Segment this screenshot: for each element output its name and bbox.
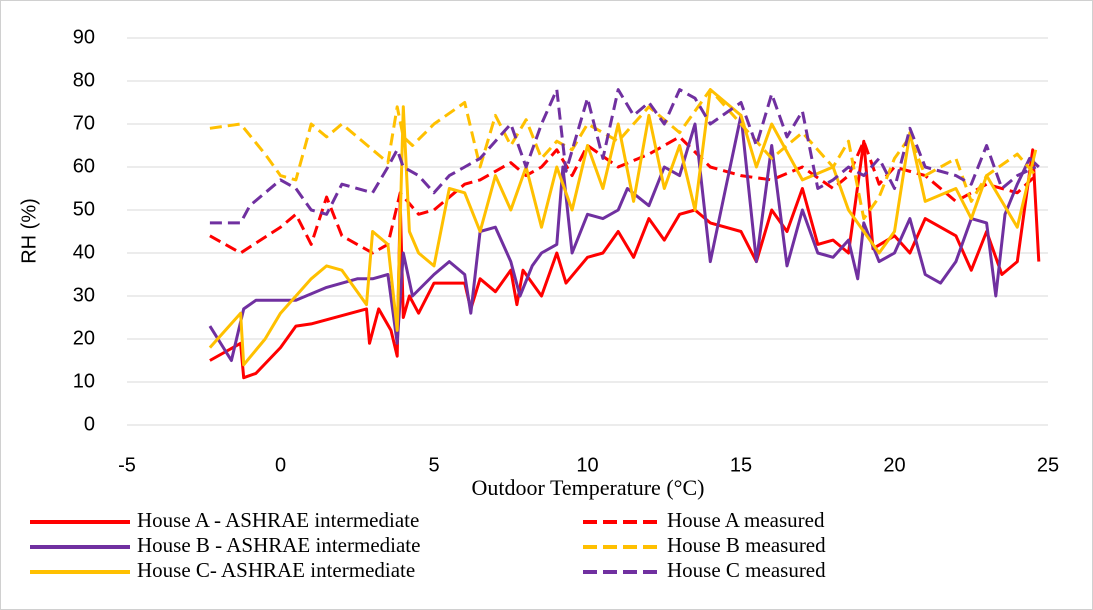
x-axis-label: Outdoor Temperature (°C) bbox=[472, 475, 705, 500]
y-tick-label: 70 bbox=[73, 112, 95, 134]
legend-label: House C- ASHRAE intermediate bbox=[137, 558, 415, 582]
x-tick-label: -5 bbox=[118, 454, 136, 476]
x-tick-label: 15 bbox=[730, 454, 752, 476]
y-tick-label: 10 bbox=[73, 370, 95, 392]
y-tick-label: 40 bbox=[73, 241, 95, 263]
y-tick-label: 50 bbox=[73, 198, 95, 220]
legend-label: House A measured bbox=[667, 508, 825, 532]
legend-label: House A - ASHRAE intermediate bbox=[137, 508, 419, 532]
legend-label: House B measured bbox=[667, 533, 826, 557]
x-tick-label: 10 bbox=[576, 454, 598, 476]
x-tick-label: 5 bbox=[428, 454, 439, 476]
series-line bbox=[208, 113, 1040, 362]
y-tick-label: 20 bbox=[73, 327, 95, 349]
y-tick-label: 30 bbox=[73, 284, 95, 306]
x-tick-label: 0 bbox=[275, 454, 286, 476]
series-line bbox=[208, 88, 1038, 367]
y-tick-label: 60 bbox=[73, 155, 95, 177]
y-tick-label: 90 bbox=[73, 26, 95, 48]
y-tick-label: 80 bbox=[73, 69, 95, 91]
series-line bbox=[209, 88, 1037, 225]
legend-label: House C measured bbox=[667, 558, 826, 582]
x-tick-label: 20 bbox=[883, 454, 905, 476]
y-axis-label: RH (%) bbox=[18, 198, 40, 264]
y-tick-label: 0 bbox=[84, 413, 95, 435]
x-tick-label: 25 bbox=[1037, 454, 1059, 476]
legend-label: House B - ASHRAE intermediate bbox=[137, 533, 420, 557]
